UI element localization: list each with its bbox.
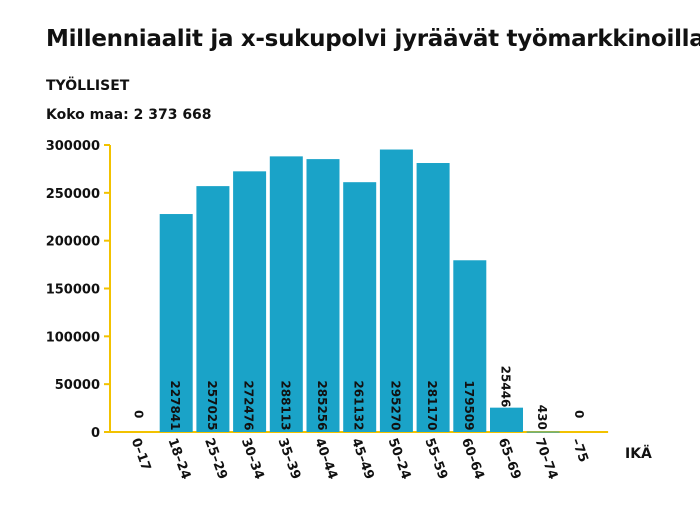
- data-label: 285256: [315, 380, 329, 430]
- x-tick-label: 30–34: [238, 436, 267, 481]
- data-label: 179509: [462, 380, 476, 430]
- x-tick-label: 60–64: [458, 436, 487, 481]
- x-tick-label: 55–59: [421, 436, 450, 481]
- data-label: 257025: [205, 380, 219, 430]
- data-label: 0: [132, 410, 146, 418]
- x-tick-label: 40–44: [311, 436, 340, 481]
- data-label: 25446: [499, 366, 513, 408]
- x-tick-label: 0–17: [128, 436, 154, 473]
- bar-50–24: [379, 149, 413, 433]
- bar-70–74: [526, 431, 560, 433]
- y-tick-label: 100000: [46, 330, 100, 345]
- y-tick-label: 300000: [46, 139, 100, 154]
- bar-25–29: [196, 186, 230, 432]
- x-tick-label: 45–49: [348, 436, 377, 481]
- x-tick-label: 70–74: [531, 436, 560, 481]
- bar-60–64: [453, 260, 487, 432]
- x-tick-label: –75: [568, 436, 591, 464]
- chart-title: Millenniaalit ja x-sukupolvi jyräävät ty…: [46, 26, 700, 52]
- data-label: 0: [572, 410, 586, 418]
- data-label: 430: [535, 405, 549, 430]
- x-tick-label: 35–39: [275, 436, 304, 481]
- total-label: Koko maa: 2 373 668: [46, 107, 212, 123]
- bar-18–24: [159, 214, 193, 432]
- x-tick-label: 25–29: [201, 436, 230, 481]
- bar-55–59: [416, 163, 450, 432]
- y-tick-label: 150000: [46, 283, 100, 298]
- data-label: 227841: [168, 380, 182, 430]
- bar-30–34: [233, 171, 267, 432]
- x-tick-label: 65–69: [495, 436, 524, 481]
- x-axis-label: IKÄ: [625, 445, 652, 462]
- bar-40–44: [306, 159, 340, 432]
- bar-35–39: [269, 156, 303, 433]
- x-tick-label: 50–24: [385, 436, 414, 481]
- data-label: 288113: [278, 380, 292, 430]
- chart-subtitle: TYÖLLISET: [46, 78, 130, 94]
- data-label: 261132: [352, 380, 366, 430]
- y-tick-label: 50000: [55, 378, 100, 393]
- y-tick-label: 200000: [46, 235, 100, 250]
- y-tick-label: 250000: [46, 187, 100, 202]
- x-tick-label: 18–24: [164, 436, 193, 481]
- bar-45–49: [343, 182, 377, 432]
- y-tick-label: 0: [91, 426, 100, 441]
- data-label: 295270: [388, 380, 402, 430]
- data-label: 281170: [425, 380, 439, 430]
- data-label: 272476: [242, 380, 256, 430]
- bar-65–69: [490, 407, 523, 432]
